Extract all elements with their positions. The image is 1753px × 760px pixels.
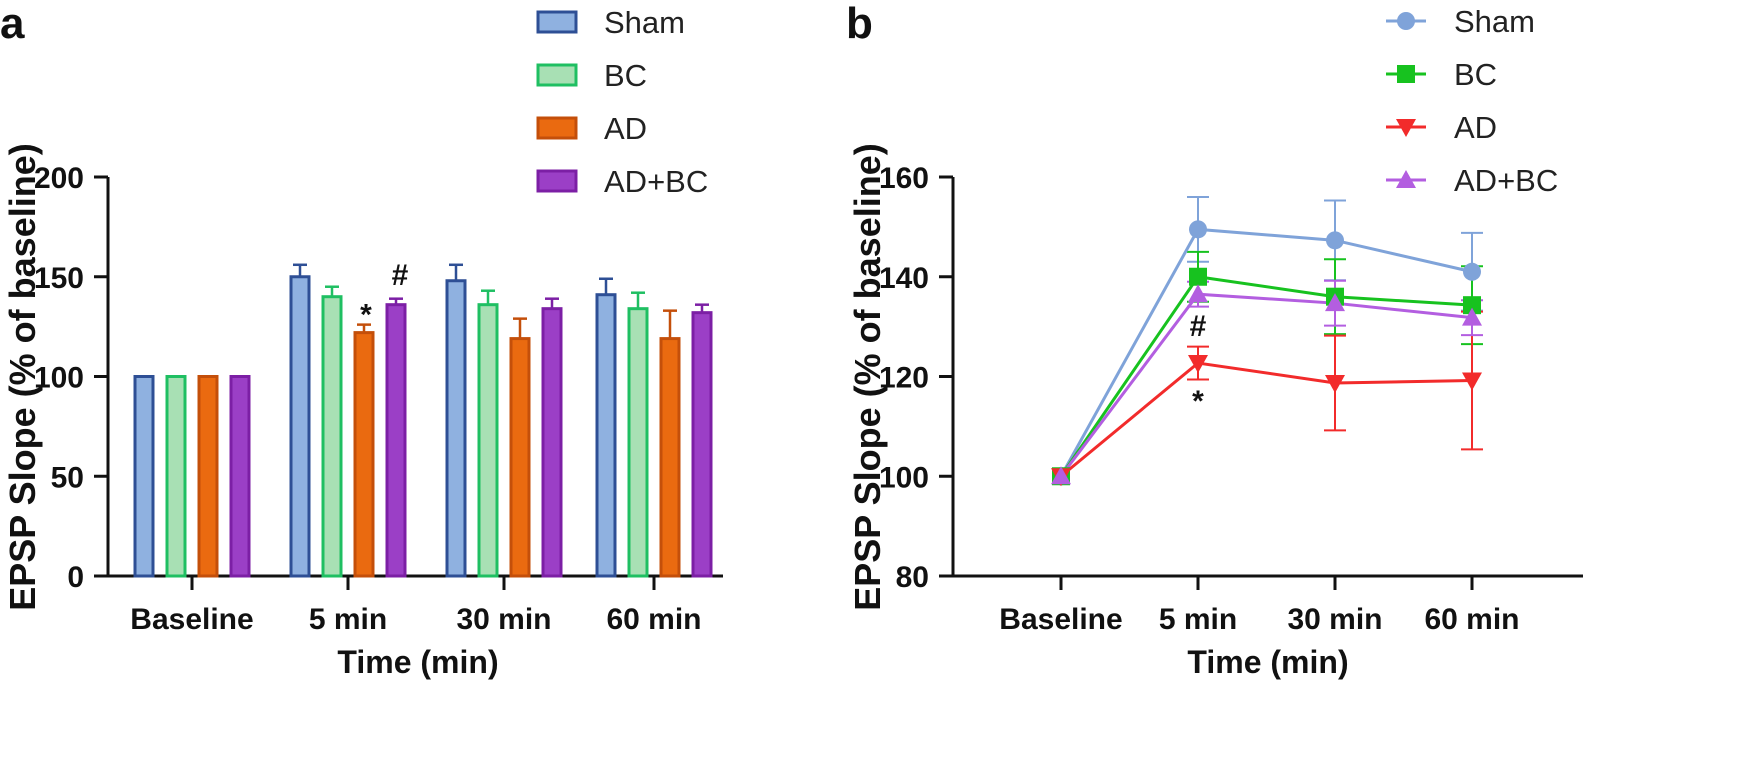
panel-b-line-chart: b EPSP Slope (% of baseline) Time (min) …	[846, 0, 1583, 680]
panel-a-y-axis-title: EPSP Slope (% of baseline)	[2, 143, 43, 610]
data-point-ad-bc-60-min	[1462, 307, 1482, 326]
data-point-ad-60-min	[1462, 372, 1482, 391]
panel-b-y-tick-label: 120	[879, 362, 929, 395]
data-point-bc-5-min	[1189, 267, 1207, 286]
significance-marker: #	[1190, 310, 1207, 343]
data-point-sham-60-min	[1463, 262, 1481, 281]
bar-ad-60-min	[659, 337, 681, 578]
significance-marker: #	[392, 259, 409, 292]
legend-swatch-ad	[536, 116, 578, 140]
legend-label-sham: Sham	[604, 5, 685, 40]
legend-label-bc: BC	[604, 58, 647, 93]
bar-ad-bc-5-min	[385, 303, 407, 578]
bar-bc-5-min	[321, 295, 343, 578]
panel-b-label: b	[846, 0, 873, 48]
panel-b-x-tick-label: 5 min	[1159, 603, 1237, 636]
panel-a-bar-chart: a EPSP Slope (% of baseline) Time (min) …	[0, 0, 723, 680]
panel-a-x-tick-label: Baseline	[130, 603, 253, 636]
panel-a-x-tick-label: 30 min	[456, 603, 551, 636]
panel-a-y-tick-label: 50	[51, 461, 84, 494]
panel-a-y-tick-label: 200	[34, 162, 84, 195]
legend-marker-sham	[1397, 12, 1415, 30]
series-line-ad-bc	[1059, 292, 1473, 478]
bar-sham-30-min	[445, 279, 467, 578]
data-point-bc-60-min	[1463, 296, 1481, 315]
panel-a-y-tick-label: 100	[34, 362, 84, 395]
bar-bc-baseline	[165, 375, 187, 578]
significance-marker: *	[360, 299, 372, 332]
panel-a-x-axis-title: Time (min)	[337, 644, 498, 680]
legend-swatch-sham	[536, 10, 578, 34]
legend-label-ad: AD	[1454, 110, 1497, 145]
panel-b-y-tick-label: 100	[879, 461, 929, 494]
significance-marker: *	[1192, 385, 1204, 418]
panel-b-x-tick-label: 60 min	[1424, 603, 1519, 636]
panel-a-y-tick-label: 150	[34, 262, 84, 295]
data-point-ad-bc-baseline	[1051, 466, 1071, 485]
panel-b-x-tick-label: 30 min	[1287, 603, 1382, 636]
bar-ad-30-min	[509, 337, 531, 578]
legend-marker-ad-bc	[1396, 170, 1416, 188]
panel-b-y-tick-label: 160	[879, 162, 929, 195]
legend-marker-bc	[1397, 65, 1415, 83]
legend-swatch-bc	[536, 63, 578, 87]
panel-a-y-tick-label: 0	[67, 561, 84, 594]
bar-sham-baseline	[133, 375, 155, 578]
legend-label-ad: AD	[604, 111, 647, 146]
panel-a-x-tick-label: 5 min	[309, 603, 387, 636]
panel-a-x-tick-label: 60 min	[606, 603, 701, 636]
panel-b-y-tick-label: 80	[896, 561, 929, 594]
panel-b-x-tick-label: Baseline	[999, 603, 1122, 636]
data-point-ad-5-min	[1188, 355, 1208, 374]
bar-sham-60-min	[595, 293, 617, 578]
data-point-sham-5-min	[1189, 220, 1207, 239]
data-point-ad-30-min	[1325, 374, 1345, 393]
data-point-ad-bc-30-min	[1325, 293, 1345, 312]
bar-ad-baseline	[197, 375, 219, 578]
data-point-sham-30-min	[1326, 231, 1344, 250]
bar-ad-bc-30-min	[541, 307, 563, 578]
panel-b-y-axis-title: EPSP Slope (% of baseline)	[847, 143, 888, 610]
bar-ad-5-min	[353, 331, 375, 578]
panel-b-y-tick-label: 140	[879, 262, 929, 295]
legend-marker-ad	[1396, 119, 1416, 137]
legend-label-ad-bc: AD+BC	[604, 164, 708, 199]
legend-swatch-ad-bc	[536, 169, 578, 193]
panel-b-x-axis-title: Time (min)	[1187, 644, 1348, 680]
bar-ad-bc-baseline	[229, 375, 251, 578]
bar-bc-60-min	[627, 307, 649, 578]
bar-bc-30-min	[477, 303, 499, 578]
bar-sham-5-min	[289, 275, 311, 578]
series-line-sham	[1059, 227, 1473, 477]
data-point-ad-bc-5-min	[1188, 284, 1208, 303]
panel-a-label: a	[0, 0, 25, 48]
legend-label-bc: BC	[1454, 57, 1497, 92]
bar-ad-bc-60-min	[691, 311, 713, 578]
series-line-bc	[1059, 275, 1473, 478]
legend-label-sham: Sham	[1454, 4, 1535, 39]
legend-label-ad-bc: AD+BC	[1454, 163, 1558, 198]
series-line-ad	[1060, 361, 1473, 478]
